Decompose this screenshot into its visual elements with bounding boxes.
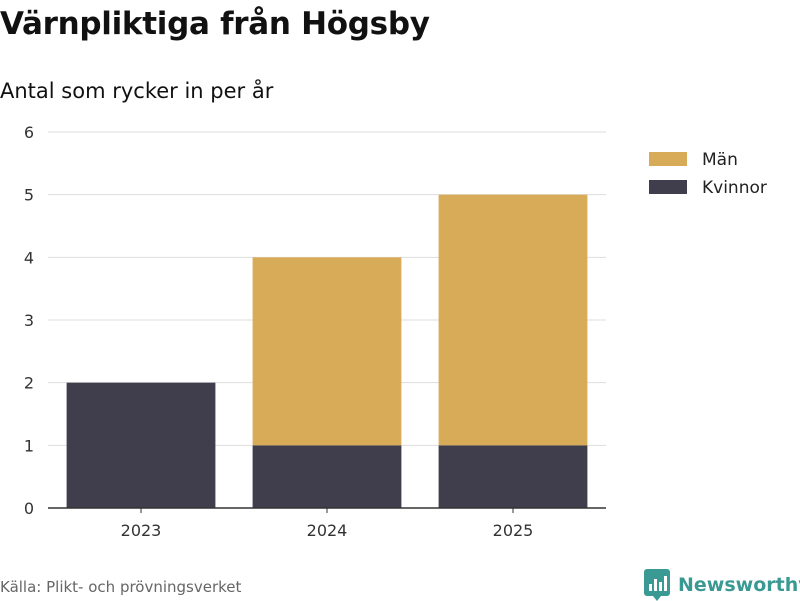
y-tick-label: 4 bbox=[24, 248, 34, 267]
brand-logo[interactable]: Newsworthy bbox=[644, 569, 800, 601]
bar-män-2025 bbox=[438, 194, 588, 446]
y-tick-label: 3 bbox=[24, 311, 34, 330]
x-tick-label: 2024 bbox=[307, 521, 348, 540]
y-tick-label: 2 bbox=[24, 374, 34, 393]
bar-kvinnor-2024 bbox=[252, 445, 402, 508]
bar-män-2024 bbox=[252, 257, 402, 446]
source-note: Källa: Plikt- och prövningsverket bbox=[0, 578, 242, 596]
chart-title: Värnpliktiga från Högsby bbox=[0, 6, 430, 42]
chart-subtitle: Antal som rycker in per år bbox=[0, 79, 274, 103]
y-tick-label: 5 bbox=[24, 186, 34, 205]
x-tick-label: 2023 bbox=[121, 521, 162, 540]
y-tick-label: 6 bbox=[24, 123, 34, 142]
x-tick-label: 2025 bbox=[493, 521, 534, 540]
brand-name: Newsworthy bbox=[678, 574, 800, 596]
legend-swatch-män bbox=[649, 152, 687, 166]
legend-label-män: Män bbox=[702, 150, 738, 170]
bar-kvinnor-2025 bbox=[438, 445, 588, 508]
y-tick-label: 1 bbox=[24, 436, 34, 455]
y-tick-label: 0 bbox=[24, 499, 34, 518]
legend-swatch-kvinnor bbox=[649, 180, 687, 194]
newsworthy-logo-icon bbox=[644, 569, 670, 601]
bar-chart: 0 1 2 3 4 5 6 2023 2024 2025 Män Kvinnor bbox=[24, 123, 767, 540]
bar-kvinnor-2023 bbox=[66, 382, 216, 508]
legend-label-kvinnor: Kvinnor bbox=[702, 178, 767, 198]
